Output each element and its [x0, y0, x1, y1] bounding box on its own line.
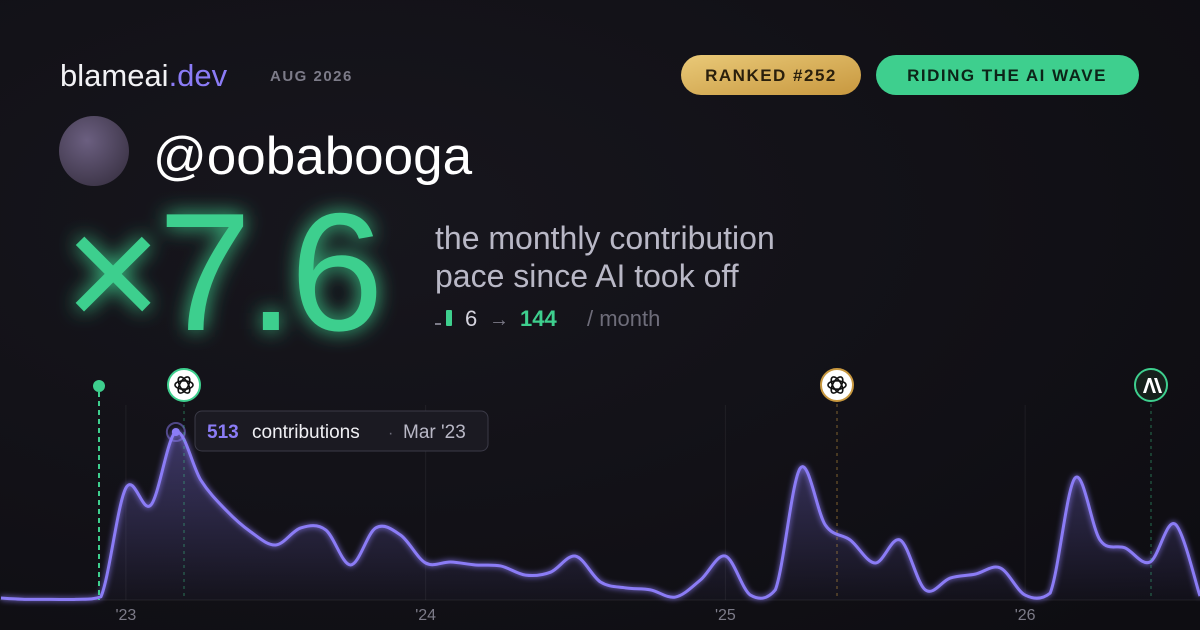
badge	[876, 55, 1139, 95]
chart: '23 '24 '25 '26	[0, 405, 1200, 624]
event-dot	[93, 380, 105, 392]
caption: pace since AI took off	[435, 258, 739, 294]
after-value: 144	[520, 306, 557, 331]
highlight-dot	[171, 428, 180, 436]
period: AUG 2026	[270, 68, 353, 85]
caption: the monthly contribution	[435, 220, 775, 256]
x-tick-label: '24	[415, 607, 436, 624]
tooltip-unit: contributions	[252, 422, 360, 443]
brand-tld: .dev	[169, 58, 228, 93]
badge	[681, 55, 861, 95]
x-tick-label: '23	[115, 607, 136, 624]
handle: @oobabooga	[153, 127, 473, 186]
highlight-ring	[165, 422, 186, 442]
area	[1, 431, 1200, 600]
openai-logo	[827, 376, 847, 394]
tooltip	[194, 410, 489, 452]
brand-name: blameai	[60, 58, 169, 93]
tooltip-date: Mar '23	[403, 422, 466, 443]
line	[0, 430, 1200, 602]
event-icon	[167, 368, 201, 402]
avatar	[59, 116, 129, 186]
arrow: →	[489, 309, 509, 331]
openai-logo	[174, 376, 194, 394]
multiplier: ×7.6	[64, 178, 380, 366]
anthropic-logo	[1143, 378, 1162, 393]
event-icon	[820, 368, 854, 402]
before-value: 6	[465, 306, 477, 331]
x-tick-label: '26	[1015, 607, 1036, 624]
brand: blameai.dev	[60, 58, 228, 93]
bar-icon	[446, 310, 452, 326]
separator: ·	[388, 425, 393, 442]
badge-text: RANKED #252	[705, 66, 837, 85]
x-tick-label: '25	[715, 607, 736, 624]
unit: / month	[587, 306, 660, 331]
tooltip-value: 513	[207, 422, 239, 443]
badge-text: RIDING THE AI WAVE	[907, 66, 1107, 85]
bar-icon	[435, 323, 441, 325]
